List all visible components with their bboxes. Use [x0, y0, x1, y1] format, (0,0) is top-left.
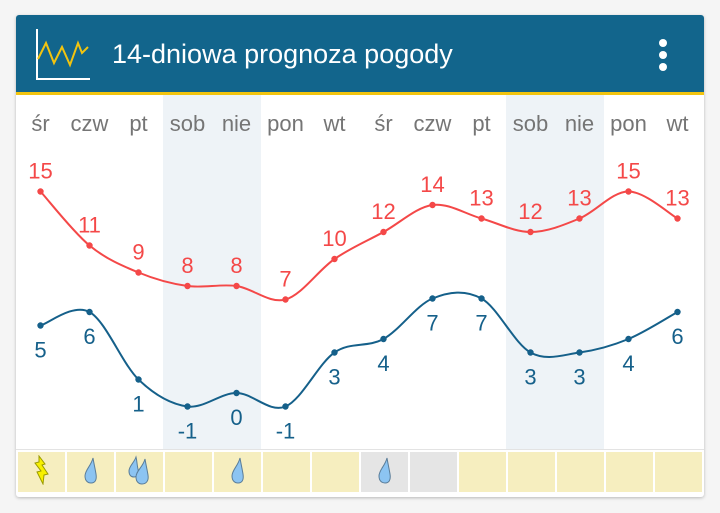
low-label: 3: [573, 365, 585, 390]
low-label: 3: [328, 365, 340, 390]
high-point: [184, 282, 191, 290]
precip-cell: [459, 452, 506, 492]
high-label: 9: [132, 240, 144, 265]
day-label: nie: [221, 111, 252, 136]
high-point: [576, 215, 583, 222]
weekend-shading: [163, 95, 261, 450]
low-point: [429, 295, 436, 302]
precip-cell: [557, 452, 604, 492]
high-label: 12: [371, 199, 395, 224]
low-label: 0: [230, 405, 242, 430]
high-label: 7: [279, 267, 291, 292]
high-label: 13: [567, 186, 591, 211]
weather-widget: 14-dniowa prognoza pogody śr czw pt sob nie p…: [16, 15, 704, 497]
high-label: 10: [322, 226, 346, 251]
day-label: pt: [129, 111, 148, 136]
high-label: 8: [181, 253, 193, 278]
low-point: [576, 349, 583, 356]
drops-icon: [127, 454, 153, 490]
high-label: 15: [28, 159, 52, 184]
low-point: [184, 403, 191, 410]
day-label: sob: [512, 111, 549, 136]
day-label: czw: [413, 111, 452, 136]
high-label: 14: [420, 172, 444, 197]
low-point: [331, 349, 338, 356]
precip-cell: [606, 452, 653, 492]
low-point: [233, 389, 240, 397]
precip-cell: [116, 452, 163, 492]
high-point: [233, 282, 240, 290]
day-label: nie: [564, 111, 595, 136]
header: 14-dniowa prognoza pogody: [16, 15, 704, 95]
high-point: [86, 242, 93, 249]
low-label: 7: [475, 311, 487, 336]
divider: [16, 449, 704, 450]
low-label: 5: [34, 338, 46, 363]
high-point: [429, 201, 436, 209]
precip-cell: [312, 452, 359, 492]
drop-icon: [377, 456, 393, 489]
high-point: [478, 215, 485, 222]
low-label: 4: [622, 351, 634, 376]
weekend-shading: [506, 95, 604, 450]
low-point: [282, 403, 289, 410]
temperature-chart: 15 11 9 8 8 7 10 12 14 13 12 13 15 13 5 6 1 -1 0 -1 3 4 7 7 3 3 4 6: [28, 159, 689, 444]
low-point: [478, 295, 485, 302]
precip-cell: [410, 452, 457, 492]
chart-line-icon: [36, 29, 90, 80]
high-point: [331, 255, 338, 263]
high-point: [527, 228, 534, 236]
day-label: pon: [267, 111, 304, 136]
low-label: -1: [178, 419, 198, 444]
low-label: 3: [524, 365, 536, 390]
high-point: [625, 188, 632, 195]
precip-cell: [214, 452, 261, 492]
precipitation-row: [18, 452, 702, 492]
high-label: 12: [518, 199, 542, 224]
drop-icon: [83, 456, 99, 489]
low-label: 4: [377, 351, 389, 376]
day-label: pon: [610, 111, 647, 136]
high-point: [135, 269, 142, 276]
low-point: [37, 322, 44, 329]
day-label: wt: [666, 111, 689, 136]
more-vertical-icon[interactable]: [652, 37, 674, 73]
low-label: 6: [671, 324, 683, 349]
drop-icon: [230, 456, 246, 489]
lightning-icon: [33, 454, 51, 490]
high-point: [37, 188, 44, 195]
high-point: [380, 228, 387, 236]
precip-cell: [67, 452, 114, 492]
high-label: 13: [665, 186, 689, 211]
high-label: 8: [230, 253, 242, 278]
high-label: 11: [78, 213, 101, 238]
low-label: -1: [276, 419, 296, 444]
precip-cell: [263, 452, 310, 492]
low-point: [380, 335, 387, 343]
low-point: [625, 335, 632, 343]
low-label: 6: [83, 324, 95, 349]
day-label: wt: [323, 111, 346, 136]
precip-cell: [165, 452, 212, 492]
low-label: 7: [426, 311, 438, 336]
day-label: pt: [472, 111, 491, 136]
high-point: [282, 296, 289, 303]
low-label: 1: [132, 392, 144, 417]
precip-cell: [508, 452, 555, 492]
precip-cell: [361, 452, 408, 492]
widget-title: 14-dniowa prognoza pogody: [112, 39, 453, 69]
low-point: [135, 376, 142, 383]
high-point: [674, 215, 681, 222]
day-label: czw: [70, 111, 109, 136]
low-point: [527, 349, 534, 356]
precip-cell: [18, 452, 65, 492]
high-label: 15: [616, 159, 640, 184]
day-label: śr: [31, 111, 50, 136]
precip-cell: [655, 452, 702, 492]
low-point: [674, 308, 681, 316]
high-label: 13: [469, 186, 493, 211]
day-label: śr: [374, 111, 393, 136]
day-label: sob: [169, 111, 206, 136]
low-point: [86, 308, 93, 316]
